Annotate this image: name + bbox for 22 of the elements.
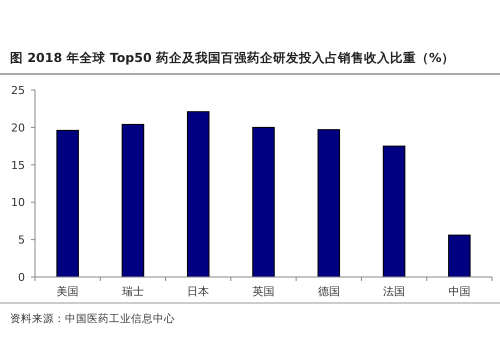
bar	[122, 124, 144, 278]
x-tick-label: 日本	[187, 285, 210, 298]
y-tick-label: 25	[11, 84, 25, 97]
y-tick-label: 15	[11, 158, 25, 172]
y-tick-label: 5	[18, 234, 25, 247]
chart-title: 图 2018 年全球 Top50 药企及我国百强药企研发投入占销售收入比重（%）	[10, 50, 455, 65]
x-tick-label: 美国	[56, 285, 79, 298]
x-tick-label: 瑞士	[122, 285, 144, 298]
y-tick-label: 10	[11, 196, 25, 210]
text: 资料来源：中国医药工业信息中心	[10, 312, 175, 325]
y-tick-label: 0	[18, 271, 25, 284]
bar	[56, 130, 79, 278]
x-tick-label: 德国	[318, 285, 340, 298]
bar	[448, 234, 471, 278]
bar	[186, 111, 210, 278]
bar	[252, 126, 275, 278]
bar	[318, 129, 340, 278]
y-tick-label: 20	[11, 121, 25, 134]
x-tick-label: 英国	[252, 285, 274, 298]
x-tick-label: 中国	[448, 285, 470, 298]
x-tick-label: 法国	[383, 285, 406, 298]
bar	[382, 146, 406, 278]
